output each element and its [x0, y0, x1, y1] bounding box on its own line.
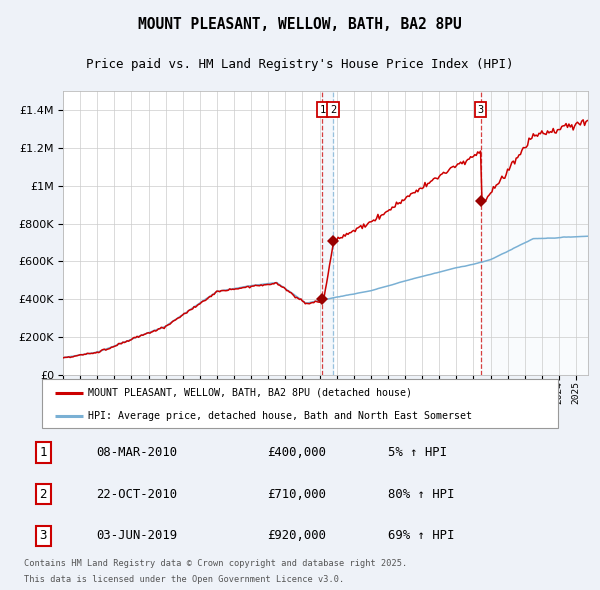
FancyBboxPatch shape [42, 379, 558, 428]
Text: 3: 3 [478, 105, 484, 115]
Text: £710,000: £710,000 [267, 487, 326, 501]
Text: 80% ↑ HPI: 80% ↑ HPI [388, 487, 455, 501]
Text: MOUNT PLEASANT, WELLOW, BATH, BA2 8PU (detached house): MOUNT PLEASANT, WELLOW, BATH, BA2 8PU (d… [88, 388, 412, 398]
Text: 22-OCT-2010: 22-OCT-2010 [96, 487, 177, 501]
Text: 03-JUN-2019: 03-JUN-2019 [96, 529, 177, 542]
Bar [481, 91, 588, 375]
Text: 08-MAR-2010: 08-MAR-2010 [96, 446, 177, 459]
Text: 1: 1 [319, 105, 326, 115]
Text: This data is licensed under the Open Government Licence v3.0.: This data is licensed under the Open Gov… [24, 575, 344, 585]
Text: 2: 2 [40, 487, 47, 501]
Text: 2: 2 [330, 105, 337, 115]
Text: 69% ↑ HPI: 69% ↑ HPI [388, 529, 455, 542]
Text: 5% ↑ HPI: 5% ↑ HPI [388, 446, 448, 459]
Bar [322, 91, 333, 375]
Text: Contains HM Land Registry data © Crown copyright and database right 2025.: Contains HM Land Registry data © Crown c… [24, 559, 407, 568]
Text: HPI: Average price, detached house, Bath and North East Somerset: HPI: Average price, detached house, Bath… [88, 411, 472, 421]
Text: Price paid vs. HM Land Registry's House Price Index (HPI): Price paid vs. HM Land Registry's House … [86, 58, 514, 71]
Text: 3: 3 [40, 529, 47, 542]
Text: MOUNT PLEASANT, WELLOW, BATH, BA2 8PU: MOUNT PLEASANT, WELLOW, BATH, BA2 8PU [138, 17, 462, 32]
Text: 1: 1 [40, 446, 47, 459]
Text: £920,000: £920,000 [267, 529, 326, 542]
Text: £400,000: £400,000 [267, 446, 326, 459]
